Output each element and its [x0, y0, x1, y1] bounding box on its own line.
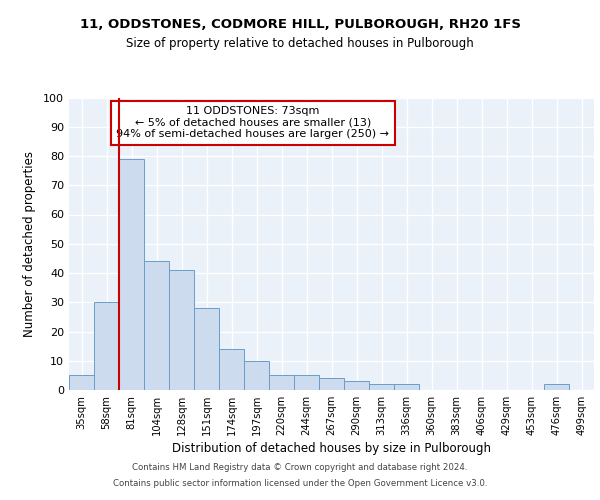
X-axis label: Distribution of detached houses by size in Pulborough: Distribution of detached houses by size …: [172, 442, 491, 455]
Bar: [344, 381, 369, 390]
Bar: [394, 384, 419, 390]
Y-axis label: Number of detached properties: Number of detached properties: [23, 151, 36, 337]
Text: Contains public sector information licensed under the Open Government Licence v3: Contains public sector information licen…: [113, 478, 487, 488]
Bar: [544, 384, 569, 390]
Bar: [219, 349, 244, 390]
Bar: [69, 376, 94, 390]
Text: 11 ODDSTONES: 73sqm
← 5% of detached houses are smaller (13)
94% of semi-detache: 11 ODDSTONES: 73sqm ← 5% of detached hou…: [116, 106, 389, 140]
Bar: [169, 270, 194, 390]
Text: Size of property relative to detached houses in Pulborough: Size of property relative to detached ho…: [126, 38, 474, 51]
Bar: [369, 384, 394, 390]
Bar: [94, 302, 119, 390]
Bar: [319, 378, 344, 390]
Bar: [269, 376, 294, 390]
Text: Contains HM Land Registry data © Crown copyright and database right 2024.: Contains HM Land Registry data © Crown c…: [132, 464, 468, 472]
Bar: [119, 159, 144, 390]
Bar: [144, 262, 169, 390]
Bar: [194, 308, 219, 390]
Bar: [294, 376, 319, 390]
Text: 11, ODDSTONES, CODMORE HILL, PULBOROUGH, RH20 1FS: 11, ODDSTONES, CODMORE HILL, PULBOROUGH,…: [79, 18, 521, 30]
Bar: [244, 361, 269, 390]
